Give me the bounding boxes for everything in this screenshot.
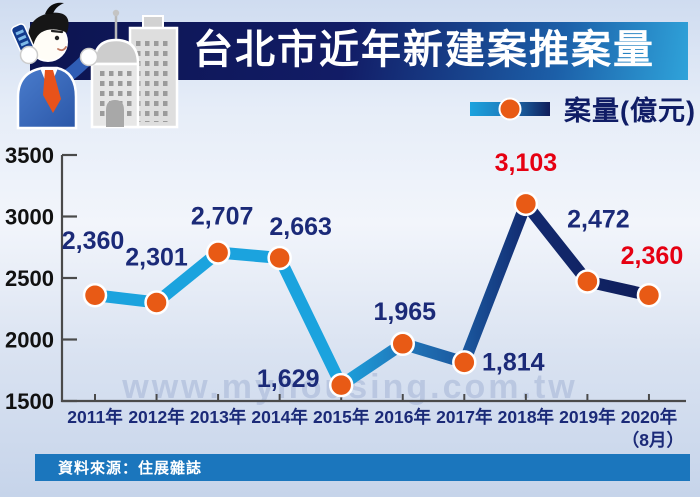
y-tick-label: 2000 [5, 328, 54, 353]
y-tick-label: 3500 [5, 143, 54, 168]
buildings-icon [90, 9, 179, 129]
y-tick-label: 3000 [5, 205, 54, 230]
data-point-label: 1,629 [257, 365, 320, 393]
data-point-label: 2,360 [621, 242, 684, 270]
data-point-marker [636, 282, 662, 308]
data-point-label: 3,103 [495, 149, 558, 177]
glove-hand [79, 47, 99, 67]
data-point-marker [452, 350, 477, 375]
x-tick-label: 2018年 [498, 407, 555, 427]
data-point-marker [205, 240, 231, 265]
x-tick-label: 2015年 [313, 407, 370, 427]
x-tick-label: 2016年 [375, 407, 432, 427]
source-text: 資料來源：住展雜誌 [58, 460, 203, 477]
data-point-marker [82, 282, 108, 308]
data-point-label: 2,360 [62, 227, 125, 255]
y-tick-label: 1500 [5, 389, 54, 414]
glove-hand [19, 45, 39, 65]
x-tick-label: 2011年 [67, 407, 123, 427]
x-tick-label: 2013年 [190, 407, 247, 427]
data-point-marker [144, 290, 169, 315]
x-tick-label: 2020年 [621, 407, 678, 427]
data-point-label: 2,472 [567, 205, 630, 233]
legend-label: 案量(億元) [564, 96, 696, 126]
data-point-label: 1,814 [482, 348, 545, 376]
data-point-marker [513, 191, 539, 217]
x-tick-label: 2012年 [128, 407, 185, 427]
data-point-marker [575, 269, 600, 294]
data-point-label: 2,301 [125, 243, 188, 271]
data-point-label: 1,965 [373, 298, 436, 326]
series-line [89, 197, 655, 392]
data-point-marker [267, 245, 292, 271]
data-point-marker [390, 331, 415, 357]
data-point-label: 2,663 [269, 213, 332, 241]
data-point-label: 2,707 [191, 203, 254, 231]
mascot-illustration [10, 2, 179, 130]
tie [43, 70, 61, 113]
x-tick-label: 2014年 [251, 407, 308, 427]
x-tick-label: 2017年 [436, 407, 493, 427]
legend-line-marker-icon [470, 97, 551, 120]
source-bar: 資料來源：住展雜誌 [35, 454, 690, 481]
chart-legend: 案量(億元) [469, 89, 696, 128]
y-tick-label: 2500 [5, 266, 54, 291]
page-title: 台北市近年新建案推案量 [193, 28, 655, 72]
mascot-man [10, 2, 99, 130]
x-sub-label: （8月） [622, 430, 684, 450]
data-point-marker [328, 372, 354, 398]
x-tick-label: 2019年 [559, 407, 616, 427]
